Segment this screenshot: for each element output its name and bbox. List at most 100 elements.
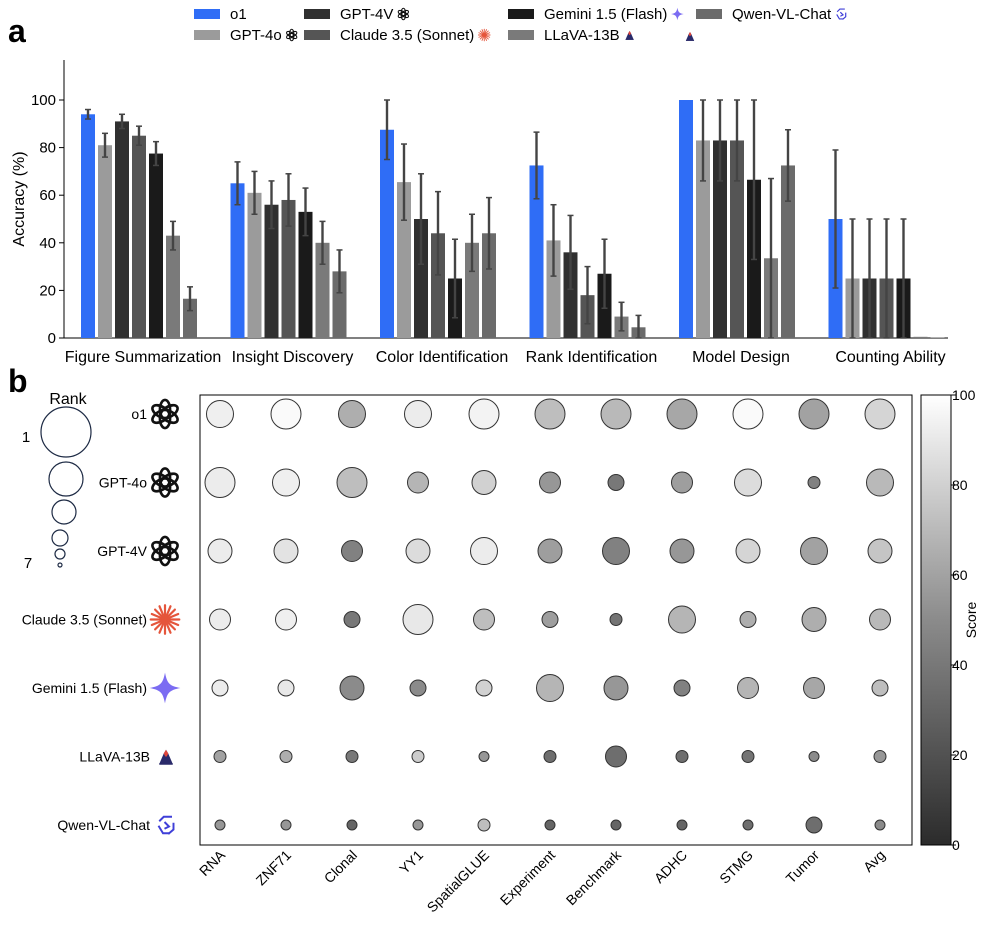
bubble-gpt-4o-experiment [539,471,561,494]
bubble-gpt-4o-rna [204,467,236,498]
bar-claude-3-5-sonnet-insight-discovery [281,199,296,338]
bubble-gpt-4o-adhc [671,471,693,494]
rank-legend-circle [51,499,77,525]
y-ticks: 0 20 40 60 80 100 [31,92,64,347]
bubble-gpt-4o-yy1 [407,471,429,494]
gemini-icon [671,7,684,21]
bubble-gpt-4o-tumor [807,476,821,489]
bubble-llava-13b-znf71 [279,750,293,763]
bar-qwen-vl-chat-insight-discovery [332,271,347,338]
x-tick-label-figure-summarization: Figure Summarization [65,349,222,366]
chart-b: o1 GPT-4o GPT-4V Claude 3.5 (Sonnet) Gemini … [22,394,913,915]
rank-legend-circle [51,529,69,547]
bubble-o1-avg [864,398,896,430]
row-label-gemini-1-5-flash: Gemini 1.5 (Flash) [32,680,147,696]
bubble-claude-3-5-sonnet-yy1 [402,604,434,635]
bar-o1-rank-identification [529,165,544,338]
chart-a: Accuracy (%) 0 20 40 60 80 100 Figure Summari… [11,60,948,366]
y-axis-label: Accuracy (%) [11,151,28,246]
bubble-o1-spatialglue [468,398,500,430]
rank-legend: Rank 1 7 [22,391,92,572]
column-label-yy1: YY1 [396,847,426,877]
rank-legend-circle [48,461,84,497]
bubble-claude-3-5-sonnet-avg [869,608,891,631]
openai-icon [285,28,299,42]
bubble-gemini-1-5-flash-avg [871,679,889,697]
y-tick-label: 60 [39,187,56,204]
bar-o1-model-design [679,100,693,338]
bar-claude-3-5-sonnet-model-design [730,140,744,338]
panel-b-label: b [8,363,28,399]
x-tick-labels: Figure Summarization Insight Discovery Col… [65,349,946,366]
bubble-llava-13b-rna [213,750,227,763]
bar-gpt-4o-color-identification [397,182,411,338]
row-label-o1: o1 [131,406,147,422]
legend-label-gpt-4v: GPT-4V [340,6,393,23]
x-tick-label-insight-discovery: Insight Discovery [232,349,354,366]
bubble-gpt-4v-clonal [341,540,363,562]
bar-gpt-4v-rank-identification [563,252,578,338]
bubble-gpt-4o-avg [866,468,894,497]
colorbar-ticks: 0 20 40 60 80 100 [951,387,976,853]
colorbar-tick-label: 60 [952,567,968,583]
row-label-gpt-4v: GPT-4V [97,543,147,559]
bubble-gemini-1-5-flash-spatialglue [475,679,493,697]
llava-icon [685,31,695,41]
bubble-gpt-4v-tumor [800,537,828,565]
bubble-qwen-vl-chat-tumor [805,816,823,834]
bubble-llava-13b-spatialglue [478,751,490,762]
y-tick-label: 40 [39,235,56,252]
row-label-qwen-vl-chat: Qwen-VL-Chat [57,817,150,833]
bar-gpt-4o-insight-discovery [247,192,262,338]
bubble-gpt-4v-stmg [735,538,761,564]
legend-swatch-claude-3-5-sonnet [304,30,330,40]
x-tick-label-color-identification: Color Identification [376,349,509,366]
bar-gpt-4o-model-design [696,140,710,338]
bubble-gemini-1-5-flash-tumor [803,677,825,699]
legend-label-qwen-vl-chat: Qwen-VL-Chat [732,6,832,23]
bubble-claude-3-5-sonnet-stmg [739,611,757,628]
llava-icon [159,749,173,765]
legend-swatch-gemini-1-5-flash [508,9,534,19]
bubble-gemini-1-5-flash-benchmark [603,675,629,701]
legend-swatch-gpt-4o [194,30,220,40]
legend-label-llava-13b: LLaVA-13B [544,27,620,44]
bubble-o1-tumor [798,398,830,430]
panel-a-label: a [8,13,26,49]
openai-icon [148,535,182,567]
row-labels: o1 GPT-4o GPT-4V Claude 3.5 (Sonnet) Gemini … [22,406,150,833]
bubble-llava-13b-experiment [543,750,557,763]
colorbar-tick-label: 80 [952,477,968,493]
bubble-gemini-1-5-flash-yy1 [409,679,427,697]
y-tick-label: 20 [39,282,56,299]
bubble-gpt-4v-avg [867,538,893,564]
bubble-gpt-4v-benchmark [602,537,630,565]
bar-llava-13b-figure-summarization [166,235,180,338]
bubble-qwen-vl-chat-experiment [544,819,556,831]
bars [81,99,945,339]
bubble-qwen-vl-chat-rna [214,819,226,831]
row-logos [148,398,182,835]
bubble-o1-benchmark [600,398,632,430]
bar-claude-3-5-sonnet-color-identification [431,233,445,338]
legend-label-claude-3-5-sonnet: Claude 3.5 (Sonnet) [340,27,474,44]
bubble-o1-znf71 [270,398,302,430]
colorbar-tick-label: 100 [952,387,976,403]
bubble-o1-rna [206,400,234,428]
openai-icon [148,398,182,430]
gemini-icon [149,672,181,704]
bubble-llava-13b-clonal [345,750,359,763]
column-label-znf71: ZNF71 [253,847,295,889]
bubble-gemini-1-5-flash-adhc [673,679,691,697]
openai-icon [396,7,410,21]
bubble-qwen-vl-chat-yy1 [412,819,424,831]
rank-legend-top-label: 1 [22,429,30,446]
rank-legend-bottom-label: 7 [24,555,32,572]
colorbar-tick-label: 0 [952,837,960,853]
bubble-llava-13b-benchmark [605,745,627,768]
bubble-claude-3-5-sonnet-benchmark [609,613,623,626]
colorbar-label: Score [963,602,979,639]
column-label-experiment: Experiment [497,847,558,908]
bar-qwen-vl-chat-model-design [781,165,795,338]
bar-o1-figure-summarization [81,114,95,338]
